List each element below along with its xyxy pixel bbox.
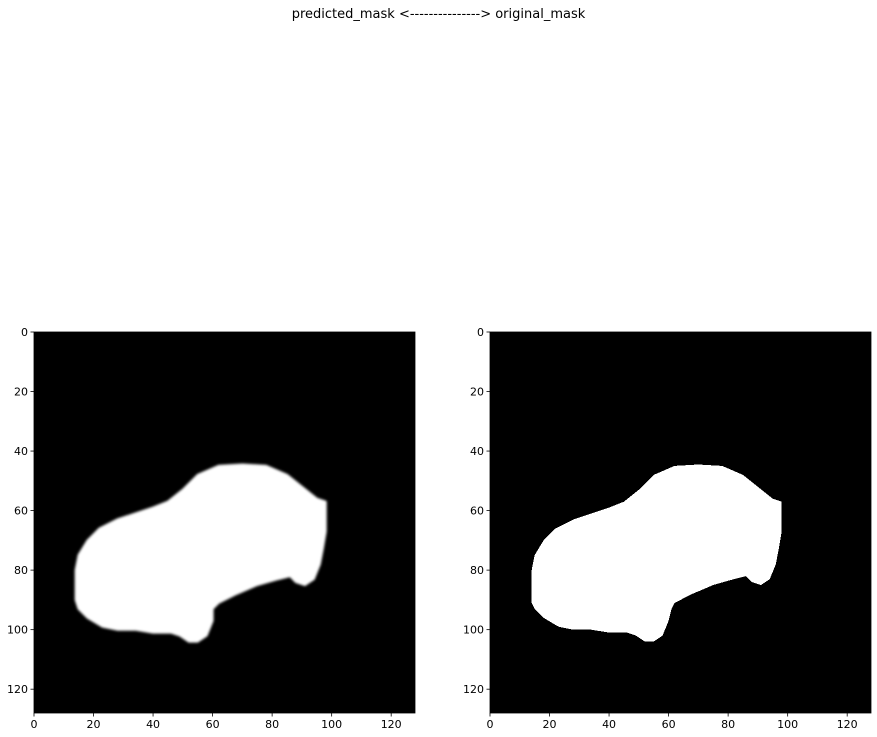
predicted-mask-x-tick-label: 100: [321, 718, 342, 731]
predicted-mask-y-tick-label: 20: [14, 386, 28, 399]
original-mask-x-tick-label: 0: [487, 718, 494, 731]
predicted-mask-y-tick-label: 80: [14, 564, 28, 577]
original-mask-y-tick-label: 20: [470, 386, 484, 399]
original-mask-region: [531, 464, 782, 642]
original-mask-x-tick-label: 40: [602, 718, 616, 731]
predicted-mask-x-tick-label: 20: [87, 718, 101, 731]
original-mask-x-tick-label: 80: [721, 718, 735, 731]
original-mask-y-tick-label: 40: [470, 445, 484, 458]
original-mask-panel: 0 20 40 60 80 100 120 0 20 40 60 80 100 120: [463, 326, 872, 731]
original-mask-axes-frame: [489, 331, 872, 714]
predicted-mask-y-tick-label: 100: [7, 624, 28, 637]
predicted-mask-y-tick-label: 0: [21, 326, 28, 339]
original-mask-y-tick-label: 120: [463, 683, 484, 696]
original-mask-y-tick-label: 0: [477, 326, 484, 339]
original-mask-x-tick-label: 100: [777, 718, 798, 731]
original-mask-y-tick-label: 60: [470, 505, 484, 518]
original-mask-y-tick-label: 100: [463, 624, 484, 637]
predicted-mask-y-tick-label: 120: [7, 683, 28, 696]
original-mask-y-tick-label: 80: [470, 564, 484, 577]
predicted-mask-region: [74, 463, 327, 643]
predicted-mask-y-tick-label: 40: [14, 445, 28, 458]
original-mask-x-tick-label: 60: [662, 718, 676, 731]
predicted-mask-x-tick-label: 0: [31, 718, 38, 731]
original-mask-x-tick-label: 20: [543, 718, 557, 731]
predicted-mask-axes-frame: [33, 331, 416, 714]
predicted-mask-x-tick-label: 40: [146, 718, 160, 731]
predicted-mask-x-tick-label: 120: [381, 718, 402, 731]
predicted-mask-x-tick-label: 60: [206, 718, 220, 731]
predicted-mask-panel: 0 20 40 60 80 100 120 0 20 40 60 80 100 120: [7, 326, 416, 731]
predicted-mask-y-tick-label: 60: [14, 505, 28, 518]
original-mask-x-tick-label: 120: [837, 718, 858, 731]
figure-suptitle: predicted_mask <---------------> origina…: [292, 7, 586, 22]
predicted-mask-x-tick-label: 80: [265, 718, 279, 731]
